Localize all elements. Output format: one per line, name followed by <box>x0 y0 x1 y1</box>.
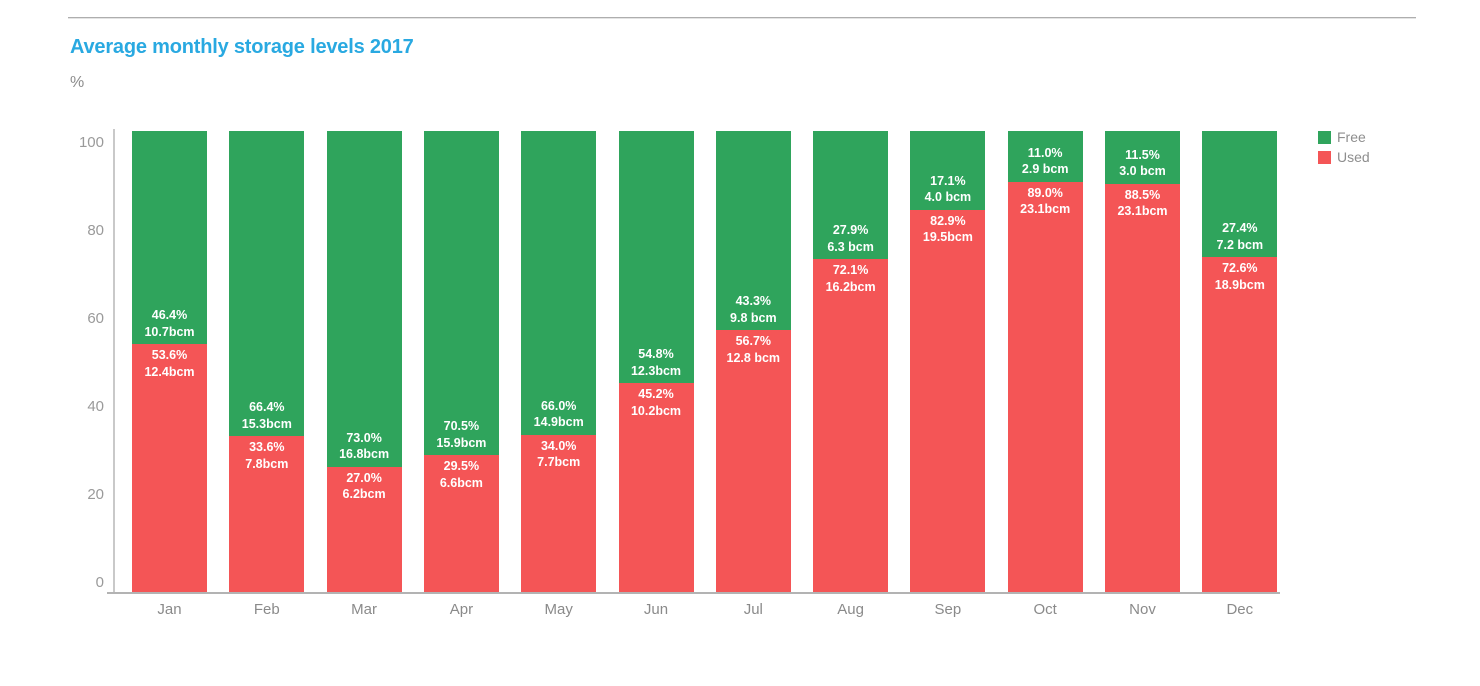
free-segment-nov <box>1105 131 1180 184</box>
free-segment-label-mar: 73.0% 16.8bcm <box>339 430 390 462</box>
free-segment-oct <box>1007 131 1083 182</box>
y-axis-tick-label: 60 <box>87 310 104 327</box>
y-axis-line <box>113 129 115 592</box>
free-segment-label-may: 66.0% 14.9bcm <box>533 398 584 430</box>
y-axis-unit-label: % <box>70 74 85 91</box>
free-segment-may <box>521 131 597 435</box>
x-axis-tick-label-sep: Sep <box>934 601 962 618</box>
free-segment-label-jan: 46.4% 10.7bcm <box>144 308 195 339</box>
used-segment-nov <box>1105 183 1180 592</box>
legend-label-used: Used <box>1337 149 1370 165</box>
free-segment-label-jul: 43.3% 9.8 bcm <box>730 294 777 325</box>
legend-item-free: Free <box>1318 130 1370 145</box>
legend-label-free: Free <box>1337 129 1366 145</box>
x-axis-tick-label-jun: Jun <box>643 601 669 618</box>
used-segment-label-dec: 72.6% 18.9bcm <box>1214 261 1265 292</box>
used-segment-jul <box>715 330 791 592</box>
used-segment-may <box>521 434 597 592</box>
used-legend-swatch <box>1318 151 1331 164</box>
used-segment-label-may: 34.0% 7.7bcm <box>537 438 581 470</box>
free-segment-aug <box>813 131 889 260</box>
free-segment-label-sep: 17.1% 4.0 bcm <box>924 173 972 205</box>
used-segment-sep <box>910 209 986 592</box>
legend-item-used: Used <box>1318 150 1370 165</box>
used-segment-aug <box>813 259 889 592</box>
y-axis-tick-label: 40 <box>87 398 104 415</box>
y-axis-tick-label: 100 <box>78 134 104 151</box>
used-segment-label-mar: 27.0% 6.2bcm <box>342 470 386 502</box>
x-axis-tick-label-jan: Jan <box>157 601 182 618</box>
free-segment-label-apr: 70.5% 15.9bcm <box>436 419 487 450</box>
x-axis-tick-label-aug: Aug <box>837 601 864 618</box>
free-segment-label-nov: 11.5% 3.0 bcm <box>1119 147 1166 179</box>
x-axis-tick-label-may: May <box>544 601 573 618</box>
used-segment-oct <box>1007 181 1083 592</box>
used-segment-label-apr: 29.5% 6.6bcm <box>439 459 483 490</box>
chart-title: Average monthly storage levels 2017 <box>70 36 414 58</box>
used-segment-label-jul: 56.7% 12.8 bcm <box>726 334 781 365</box>
free-segment-label-oct: 11.0% 2.9 bcm <box>1021 145 1069 177</box>
free-segment-jan <box>132 131 207 345</box>
y-axis-tick-label: 0 <box>95 574 104 591</box>
free-segment-label-aug: 27.9% 6.3 bcm <box>827 223 874 254</box>
free-segment-apr <box>423 131 499 456</box>
used-segment-feb <box>229 436 305 592</box>
free-legend-swatch <box>1318 131 1331 144</box>
free-segment-jun <box>618 131 694 384</box>
used-segment-label-jun: 45.2% 10.2bcm <box>630 387 682 418</box>
used-segment-jun <box>618 383 694 592</box>
x-axis-tick-label-apr: Apr <box>449 601 474 618</box>
free-segment-jul <box>715 131 791 331</box>
x-axis-line <box>107 592 1281 594</box>
x-axis-tick-label-mar: Mar <box>351 601 378 618</box>
used-segment-label-feb: 33.6% 7.8bcm <box>245 440 289 471</box>
free-segment-feb <box>229 131 305 437</box>
chart-legend: Free Used <box>1318 130 1370 165</box>
used-segment-apr <box>423 455 499 592</box>
top-divider <box>68 17 1416 19</box>
y-axis-tick-label: 80 <box>87 222 104 239</box>
free-segment-dec <box>1202 131 1278 258</box>
x-axis-tick-label-dec: Dec <box>1226 601 1254 618</box>
used-segment-jan <box>132 344 207 592</box>
x-axis-tick-label-jul: Jul <box>743 601 763 618</box>
free-segment-label-feb: 66.4% 15.3bcm <box>241 400 292 431</box>
used-segment-label-oct: 89.0% 23.1bcm <box>1020 185 1071 217</box>
x-axis-tick-label-oct: Oct <box>1033 601 1057 618</box>
used-segment-label-nov: 88.5% 23.1bcm <box>1117 187 1168 219</box>
free-segment-sep <box>910 131 986 210</box>
free-segment-mar <box>326 131 402 467</box>
y-axis-tick-label: 20 <box>87 486 104 503</box>
used-segment-dec <box>1202 257 1278 592</box>
x-axis-tick-label-feb: Feb <box>253 601 280 618</box>
used-segment-mar <box>326 466 402 592</box>
free-segment-label-jun: 54.8% 12.3bcm <box>630 347 682 378</box>
x-axis-tick-label-nov: Nov <box>1129 601 1156 618</box>
used-segment-label-jan: 53.6% 12.4bcm <box>144 348 195 379</box>
used-segment-label-sep: 82.9% 19.5bcm <box>922 213 973 245</box>
used-segment-label-aug: 72.1% 16.2bcm <box>825 263 876 294</box>
free-segment-label-dec: 27.4% 7.2 bcm <box>1216 221 1264 252</box>
